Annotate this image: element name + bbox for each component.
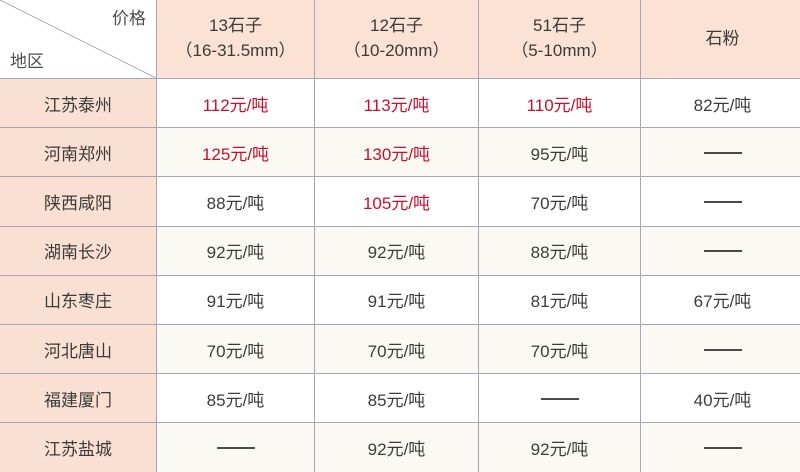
- column-header-spec-1-name: 13石子: [209, 16, 262, 36]
- column-header-spec-2: 12石子 （10-20mm）: [314, 0, 479, 79]
- price-cell: 67元/吨: [640, 274, 800, 325]
- no-data-dash-icon: [703, 447, 742, 450]
- price-cell: 92元/吨: [478, 422, 641, 472]
- no-data-dash-icon: [703, 348, 742, 351]
- table-head: 价格 地区 13石子 （16-31.5mm） 12石子 （10-20mm） 51…: [0, 0, 800, 79]
- no-data-dash-icon: [703, 200, 742, 203]
- price-cell-empty: [156, 422, 315, 472]
- column-header-spec-4-name: 石粉: [705, 28, 740, 48]
- price-cell-empty: [478, 373, 641, 424]
- no-data-dash-icon: [703, 250, 742, 253]
- region-cell: 山东枣庄: [0, 274, 157, 325]
- price-cell: 125元/吨: [156, 127, 315, 178]
- region-cell: 河南郑州: [0, 127, 157, 178]
- price-cell-empty: [640, 323, 800, 375]
- table-row: 湖南长沙 92元/吨 92元/吨 88元/吨: [0, 225, 800, 276]
- price-cell: 110元/吨: [478, 78, 641, 129]
- column-header-spec-4: 石粉: [640, 0, 800, 79]
- table-row: 福建厦门 85元/吨 85元/吨 40元/吨: [0, 373, 800, 424]
- column-header-spec-1: 13石子 （16-31.5mm）: [156, 0, 315, 79]
- price-cell: 88元/吨: [156, 176, 315, 227]
- corner-price-label: 价格: [112, 9, 146, 28]
- header-row: 价格 地区 13石子 （16-31.5mm） 12石子 （10-20mm） 51…: [0, 0, 800, 79]
- price-cell: 88元/吨: [478, 225, 641, 276]
- price-cell: 130元/吨: [314, 127, 479, 178]
- corner-header-cell: 价格 地区: [0, 0, 157, 79]
- table-row: 河南郑州 125元/吨 130元/吨 95元/吨: [0, 127, 800, 178]
- price-cell: 70元/吨: [156, 323, 315, 375]
- price-cell: 92元/吨: [314, 225, 479, 276]
- table-row: 河北唐山 70元/吨 70元/吨 70元/吨: [0, 323, 800, 375]
- price-cell: 95元/吨: [478, 127, 641, 178]
- region-cell: 江苏盐城: [0, 422, 157, 472]
- no-data-dash-icon: [216, 447, 255, 450]
- table-row: 江苏盐城 92元/吨 92元/吨: [0, 422, 800, 472]
- column-header-spec-3: 51石子 （5-10mm）: [478, 0, 641, 79]
- column-header-spec-2-range: （10-20mm）: [343, 41, 450, 60]
- no-data-dash-icon: [540, 397, 579, 400]
- price-cell-empty: [640, 225, 800, 276]
- price-cell: 105元/吨: [314, 176, 479, 227]
- table-row: 江苏泰州 112元/吨 113元/吨 110元/吨 82元/吨: [0, 78, 800, 129]
- region-cell: 陕西咸阳: [0, 176, 157, 227]
- price-cell: 70元/吨: [314, 323, 479, 375]
- table-body: 江苏泰州 112元/吨 113元/吨 110元/吨 82元/吨 河南郑州 125元/吨 130…: [0, 78, 800, 472]
- region-cell: 河北唐山: [0, 323, 157, 375]
- price-cell: 82元/吨: [640, 78, 800, 129]
- column-header-spec-3-name: 51石子: [533, 16, 586, 36]
- table-row: 陕西咸阳 88元/吨 105元/吨 70元/吨: [0, 176, 800, 227]
- price-cell: 70元/吨: [478, 323, 641, 375]
- price-cell: 40元/吨: [640, 373, 800, 424]
- price-cell: 85元/吨: [314, 373, 479, 424]
- column-header-spec-1-range: （16-31.5mm）: [175, 41, 296, 60]
- price-cell: 70元/吨: [478, 176, 641, 227]
- price-cell-empty: [640, 127, 800, 178]
- price-cell: 92元/吨: [314, 422, 479, 472]
- price-cell-empty: [640, 422, 800, 472]
- price-cell: 91元/吨: [314, 274, 479, 325]
- price-cell: 85元/吨: [156, 373, 315, 424]
- column-header-spec-2-name: 12石子: [370, 16, 423, 36]
- region-cell: 福建厦门: [0, 373, 157, 424]
- no-data-dash-icon: [703, 151, 742, 154]
- price-cell: 81元/吨: [478, 274, 641, 325]
- price-cell: 92元/吨: [156, 225, 315, 276]
- region-cell: 湖南长沙: [0, 225, 157, 276]
- price-cell: 113元/吨: [314, 78, 479, 129]
- price-cell: 112元/吨: [156, 78, 315, 129]
- price-cell: 91元/吨: [156, 274, 315, 325]
- corner-region-label: 地区: [10, 52, 44, 71]
- table-row: 山东枣庄 91元/吨 91元/吨 81元/吨 67元/吨: [0, 274, 800, 325]
- price-cell-empty: [640, 176, 800, 227]
- column-header-spec-3-range: （5-10mm）: [511, 41, 608, 60]
- region-cell: 江苏泰州: [0, 78, 157, 129]
